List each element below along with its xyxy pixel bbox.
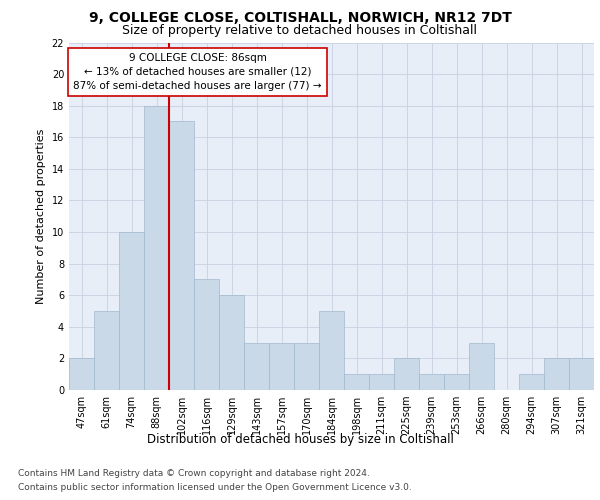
Bar [344,374,369,390]
Y-axis label: Number of detached properties: Number of detached properties [36,128,46,304]
Bar [69,358,94,390]
Bar [369,374,394,390]
Bar [219,295,244,390]
Text: Distribution of detached houses by size in Coltishall: Distribution of detached houses by size … [146,432,454,446]
Text: Contains public sector information licensed under the Open Government Licence v3: Contains public sector information licen… [18,484,412,492]
Bar [269,342,294,390]
Bar [244,342,269,390]
Bar [469,342,494,390]
Text: Size of property relative to detached houses in Coltishall: Size of property relative to detached ho… [122,24,478,37]
Bar [94,311,119,390]
Bar [569,358,594,390]
Bar [194,280,219,390]
Bar [144,106,169,390]
Text: Contains HM Land Registry data © Crown copyright and database right 2024.: Contains HM Land Registry data © Crown c… [18,468,370,477]
Bar [519,374,544,390]
Bar [294,342,319,390]
Bar [544,358,569,390]
Bar [444,374,469,390]
Bar [419,374,444,390]
Text: 9, COLLEGE CLOSE, COLTISHALL, NORWICH, NR12 7DT: 9, COLLEGE CLOSE, COLTISHALL, NORWICH, N… [89,11,511,25]
Bar [169,122,194,390]
Bar [319,311,344,390]
Bar [394,358,419,390]
Bar [119,232,144,390]
Text: 9 COLLEGE CLOSE: 86sqm
← 13% of detached houses are smaller (12)
87% of semi-det: 9 COLLEGE CLOSE: 86sqm ← 13% of detached… [73,53,322,91]
